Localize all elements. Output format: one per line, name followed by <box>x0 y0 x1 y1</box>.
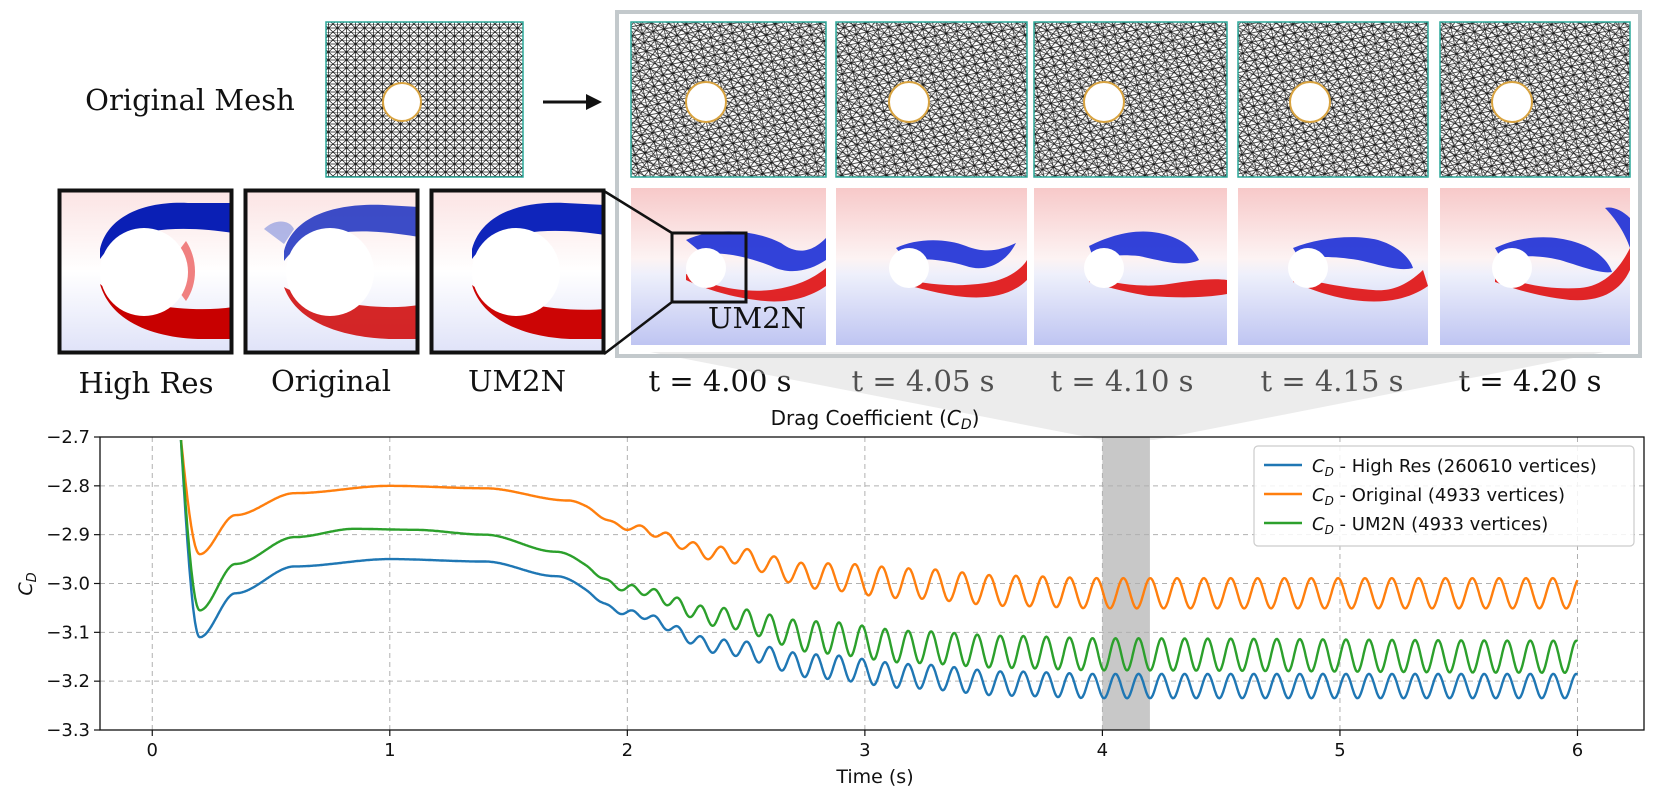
x-tick-label: 0 <box>147 740 158 761</box>
legend-entry-original: CD - Original (4933 vertices) <box>1312 485 1565 508</box>
zoom-label-um2n: UM2N <box>468 364 566 398</box>
mesh-snapshot <box>630 21 827 178</box>
vorticity-snapshots: UM2N <box>631 188 1630 345</box>
zoom-panel <box>429 188 606 355</box>
y-tick-label: −2.7 <box>46 427 90 448</box>
zoom-label-original: Original <box>271 364 391 398</box>
y-tick-label: −3.1 <box>46 622 90 643</box>
mesh-snapshot <box>1237 21 1429 178</box>
y-tick-label: −2.9 <box>46 525 90 546</box>
legend-entry-um2n: CD - UM2N (4933 vertices) <box>1312 514 1548 537</box>
vorticity-snapshot <box>1238 188 1428 345</box>
time-label: t = 4.20 s <box>1458 364 1601 398</box>
x-tick-label: 1 <box>384 740 395 761</box>
vorticity-snapshot <box>1034 188 1227 345</box>
time-label: t = 4.10 s <box>1050 364 1193 398</box>
mesh-snapshot <box>1439 21 1631 178</box>
legend-entry-high-res: CD - High Res (260610 vertices) <box>1312 456 1597 479</box>
x-tick-label: 3 <box>859 740 870 761</box>
original-mesh-label: Original Mesh <box>85 83 295 117</box>
legend-box <box>1253 445 1635 547</box>
zoom-panel <box>243 188 420 355</box>
series-layer <box>179 440 1579 700</box>
mesh-snapshots <box>630 21 1631 178</box>
y-tick-label: −3.0 <box>46 574 90 595</box>
x-tick-label: 2 <box>622 740 633 761</box>
zoom-connector <box>603 301 673 355</box>
drag-chart: Drag Coefficient (CD) 0 1 2 3 4 5 6 −2.7 −2.8 −2.… <box>15 406 1645 788</box>
vorticity-snapshot <box>631 188 826 345</box>
zoom-connector <box>603 189 673 235</box>
x-axis-label: Time (s) <box>835 766 913 788</box>
time-label: t = 4.05 s <box>851 364 994 398</box>
y-tick-label: −3.3 <box>46 720 90 741</box>
inset-label: UM2N <box>708 301 806 335</box>
series-line-original <box>179 440 1579 610</box>
arrow-right-icon <box>543 94 602 110</box>
zoom-panels <box>57 188 606 355</box>
chart-title: Drag Coefficient (CD) <box>771 406 980 433</box>
tick-layer: 0 1 2 3 4 5 6 −2.7 −2.8 −2.9 −3.0 −3.1 −3.2 −3.3 <box>46 427 1583 761</box>
series-line-high-res <box>179 440 1579 700</box>
y-axis-label: CD <box>15 572 40 595</box>
original-mesh-panel <box>325 21 524 178</box>
zoom-panel <box>57 188 234 355</box>
legend: CD - High Res (260610 vertices) CD - Ori… <box>1253 445 1635 547</box>
x-tick-label: 5 <box>1334 740 1345 761</box>
time-label: t = 4.00 s <box>648 364 791 398</box>
mesh-snapshot <box>1033 21 1228 178</box>
grid-layer <box>100 436 1644 731</box>
x-tick-label: 6 <box>1572 740 1583 761</box>
series-line-um2n <box>179 440 1579 674</box>
x-tick-label: 4 <box>1097 740 1108 761</box>
vorticity-snapshot <box>836 188 1027 345</box>
time-window-funnel <box>650 352 1604 440</box>
time-label: t = 4.15 s <box>1260 364 1403 398</box>
mesh-snapshot <box>835 21 1028 178</box>
zoom-window <box>670 231 748 304</box>
vorticity-snapshot <box>1440 188 1630 345</box>
zoom-label-high-res: High Res <box>79 366 214 400</box>
y-tick-label: −3.2 <box>46 671 90 692</box>
y-tick-label: −2.8 <box>46 476 90 497</box>
